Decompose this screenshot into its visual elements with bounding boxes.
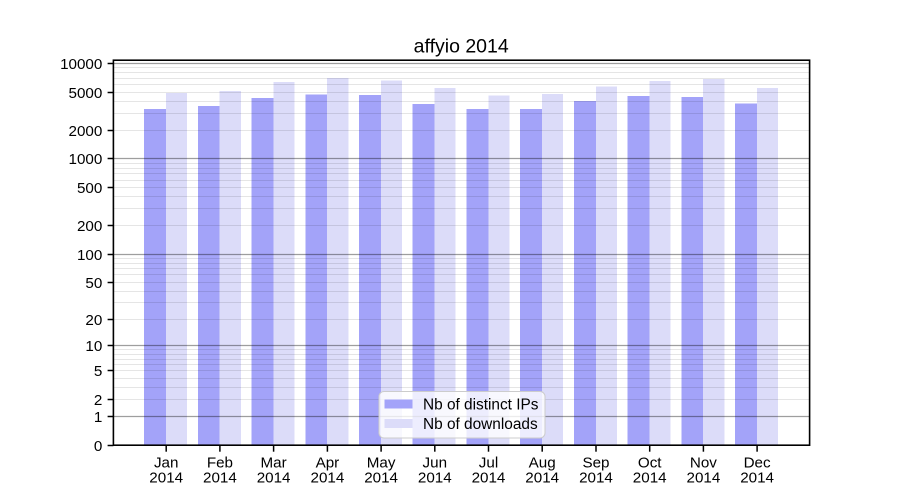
svg-text:2014: 2014 <box>257 470 291 487</box>
svg-text:2014: 2014 <box>149 470 183 487</box>
svg-text:Oct: Oct <box>638 455 662 472</box>
svg-text:Jul: Jul <box>479 455 498 472</box>
svg-text:50: 50 <box>85 275 102 292</box>
svg-text:200: 200 <box>77 218 102 235</box>
svg-text:5000: 5000 <box>69 85 103 102</box>
svg-text:Sep: Sep <box>582 455 609 472</box>
svg-text:2014: 2014 <box>687 470 721 487</box>
svg-text:2: 2 <box>94 392 102 409</box>
svg-text:Jan: Jan <box>154 455 179 472</box>
svg-text:1000: 1000 <box>69 151 103 168</box>
svg-text:Aug: Aug <box>529 455 556 472</box>
svg-text:0: 0 <box>94 438 102 455</box>
svg-text:10: 10 <box>85 338 102 355</box>
svg-text:2014: 2014 <box>311 470 345 487</box>
svg-text:Jun: Jun <box>423 455 448 472</box>
svg-text:100: 100 <box>77 247 102 264</box>
svg-text:Apr: Apr <box>316 455 340 472</box>
svg-text:affyio 2014: affyio 2014 <box>414 35 509 57</box>
svg-text:500: 500 <box>77 180 102 197</box>
svg-text:Nov: Nov <box>690 455 717 472</box>
svg-text:Nb of distinct IPs: Nb of distinct IPs <box>423 397 539 414</box>
svg-text:2000: 2000 <box>69 123 103 140</box>
svg-text:Mar: Mar <box>261 455 287 472</box>
svg-text:2014: 2014 <box>740 470 774 487</box>
svg-text:2014: 2014 <box>203 470 237 487</box>
svg-text:5: 5 <box>94 363 102 380</box>
svg-text:Feb: Feb <box>207 455 233 472</box>
svg-text:2014: 2014 <box>472 470 506 487</box>
svg-text:2014: 2014 <box>633 470 667 487</box>
svg-text:10000: 10000 <box>60 56 102 73</box>
svg-text:1: 1 <box>94 409 102 426</box>
svg-text:2014: 2014 <box>579 470 613 487</box>
svg-text:May: May <box>367 455 396 472</box>
svg-text:20: 20 <box>85 312 102 329</box>
svg-text:Dec: Dec <box>744 455 771 472</box>
svg-text:2014: 2014 <box>364 470 398 487</box>
svg-text:Nb of downloads: Nb of downloads <box>423 416 538 433</box>
svg-text:2014: 2014 <box>418 470 452 487</box>
svg-text:2014: 2014 <box>525 470 559 487</box>
